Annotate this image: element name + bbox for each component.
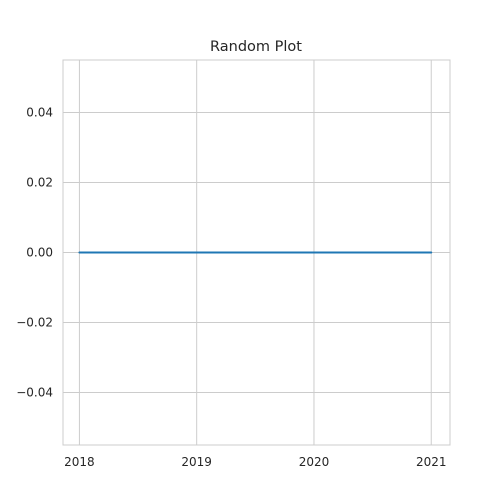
y-tick-label: −0.04	[16, 386, 53, 400]
y-tick-label: −0.02	[16, 316, 53, 330]
tick-labels: 2018 2019 2020 2021 0.04 0.02 0.00 −0.02 −0.04	[16, 106, 446, 470]
x-tick-label: 2020	[299, 455, 330, 469]
x-tick-label: 2018	[64, 455, 95, 469]
y-tick-label: 0.04	[26, 106, 53, 120]
y-tick-label: 0.00	[26, 246, 53, 260]
axes-frame	[62, 59, 451, 446]
x-tick-label: 2019	[181, 455, 212, 469]
x-tick-label: 2021	[416, 455, 447, 469]
y-tick-label: 0.02	[26, 176, 53, 190]
chart-title: Random Plot	[210, 39, 302, 55]
